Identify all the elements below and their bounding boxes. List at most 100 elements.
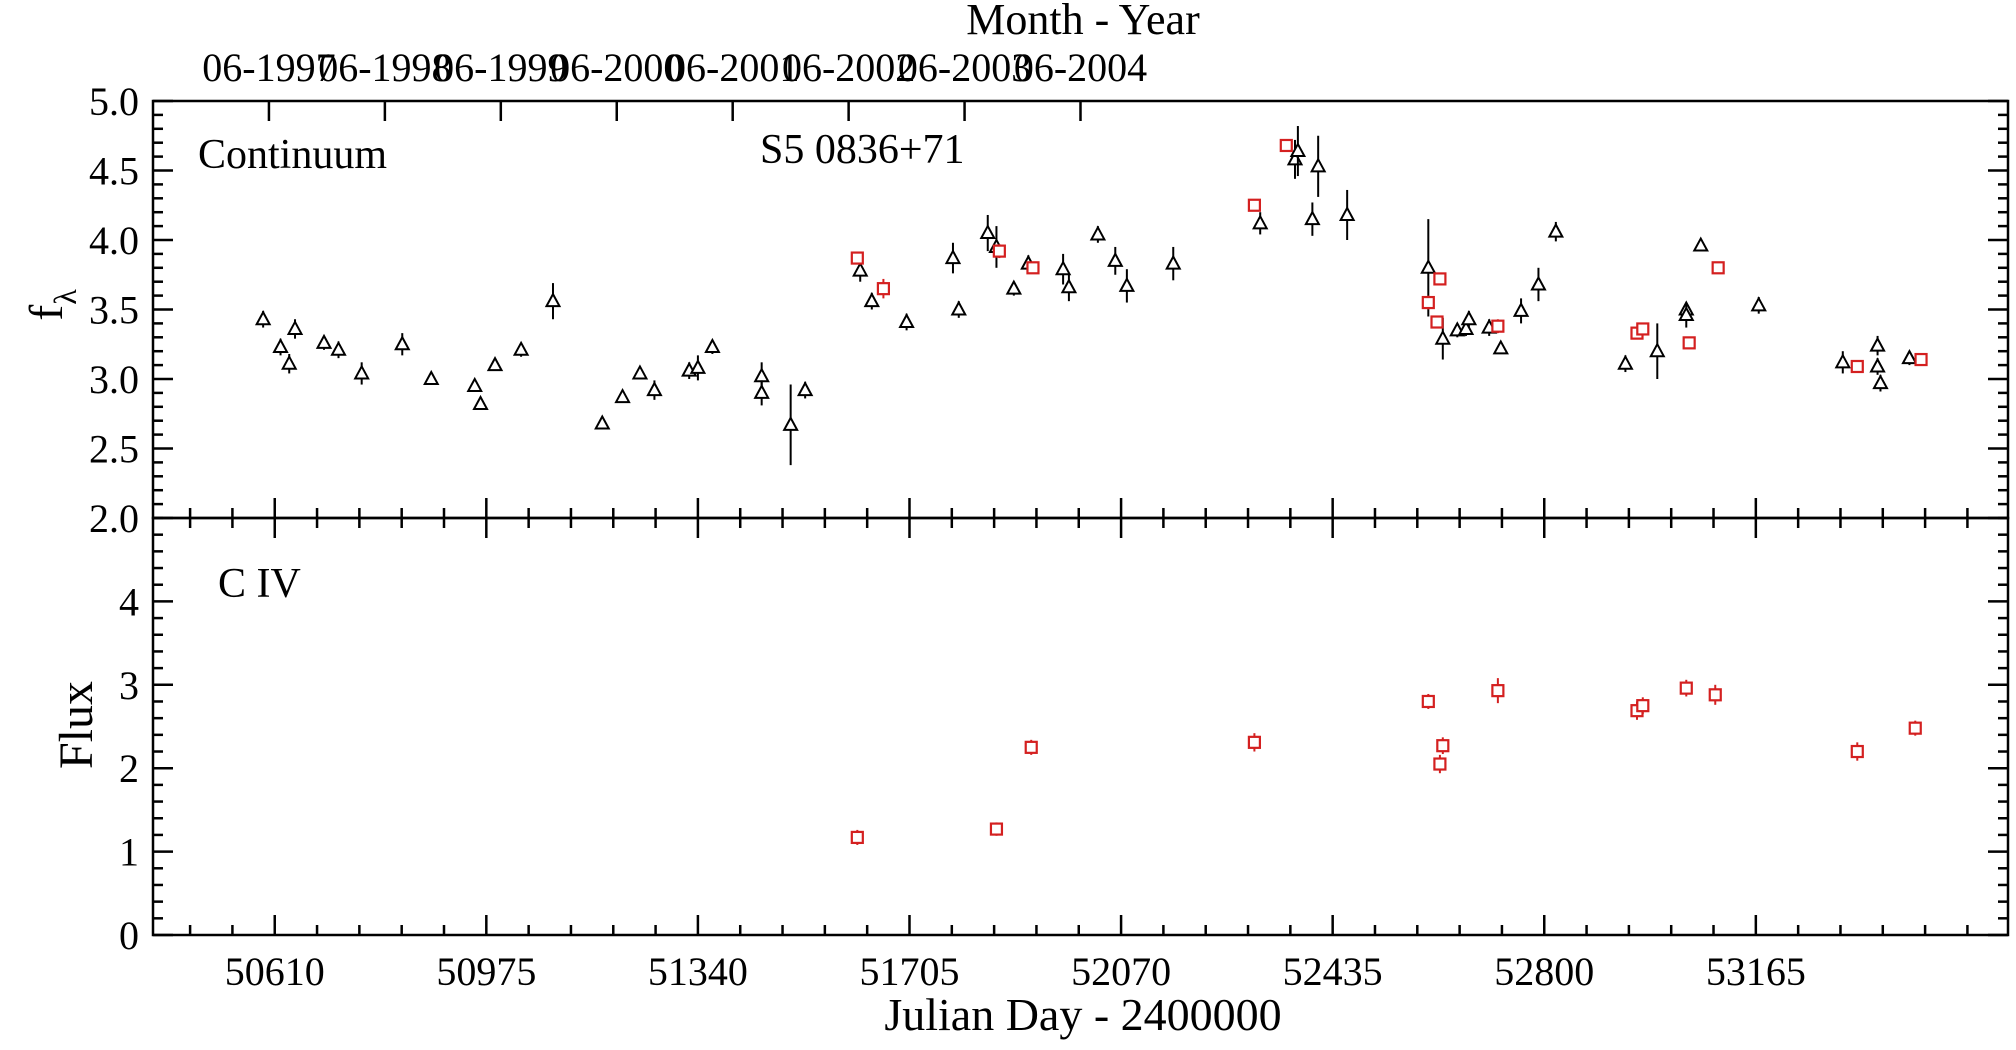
continuum-point-triangle	[472, 394, 489, 411]
spectral-point-square	[1908, 721, 1922, 735]
continuum-point-triangle	[315, 333, 333, 349]
continuum-point-triangle	[423, 369, 440, 385]
y-tick-label: 4.0	[89, 218, 139, 263]
top-axis-tick-label: 06-2000	[550, 45, 683, 90]
continuum-point-triangle	[1005, 279, 1023, 295]
continuum-point-triangle	[753, 367, 770, 383]
top-axis-tick-label: 06-2004	[1014, 45, 1147, 90]
spectral-point-square	[850, 830, 864, 845]
continuum-point-triangle	[631, 364, 649, 380]
spectral-point-square	[1247, 735, 1262, 749]
continuum-point-triangle	[286, 319, 304, 335]
continuum-point-triangle	[1457, 319, 1475, 335]
x-tick-label: 51705	[859, 949, 959, 994]
continuum-point-triangle	[944, 248, 962, 265]
y-tick-label: 3	[119, 663, 139, 708]
continuum-point-triangle	[1118, 276, 1136, 292]
continuum-point-triangle	[330, 340, 347, 356]
continuum-point-triangle	[1304, 210, 1321, 226]
y-axis-title-subscript: λ	[47, 289, 83, 305]
y-tick-label: 4	[119, 579, 139, 624]
spectral-point-square	[1421, 295, 1435, 310]
y-tick-label: 4.5	[89, 149, 139, 194]
continuum-point-triangle	[1309, 157, 1327, 173]
y-tick-label: 2.0	[89, 496, 139, 541]
spectral-point-square	[1433, 757, 1447, 771]
x-tick-label: 50975	[436, 949, 536, 994]
panel-frame-0	[151, 99, 2010, 520]
continuum-point-triangle	[394, 335, 411, 351]
continuum-point-triangle	[1460, 310, 1478, 326]
y-tick-label: 2.5	[89, 427, 139, 472]
spectral-point-square	[992, 244, 1006, 258]
y-axis-title-continuum: fλ	[20, 289, 83, 321]
tick-labels: 50610 50975 51340 51705 52070 52435 52800 53165…	[89, 45, 1806, 994]
spectral-point-square	[1679, 681, 1693, 695]
spectral-point-square	[1491, 319, 1505, 333]
continuum-point-triangle	[466, 376, 483, 392]
continuum-point-triangle	[1512, 301, 1530, 317]
spectral-point-square	[1024, 740, 1038, 754]
spectral-point-square	[1914, 352, 1928, 367]
continuum-point-triangle	[272, 337, 289, 354]
continuum-point-triangle	[979, 223, 996, 240]
continuum-point-triangle	[353, 364, 370, 380]
continuum-point-triangle	[1289, 141, 1307, 158]
continuum-point-triangle	[1617, 354, 1634, 370]
panel-label-continuum: Continuum	[198, 132, 387, 178]
spectral-point-square	[1682, 336, 1696, 350]
continuum-point-triangle	[704, 337, 721, 354]
x-tick-label: 52070	[1071, 949, 1171, 994]
continuum-point-triangle	[1434, 329, 1451, 345]
svg-text:fλ: fλ	[20, 289, 83, 321]
continuum-point-triangle	[646, 381, 663, 397]
spectral-point-square	[989, 822, 1004, 836]
spectral-point-square	[1850, 744, 1864, 759]
continuum-point-triangle	[1678, 305, 1695, 322]
x-tick-label: 50610	[225, 949, 325, 994]
spectral-point-square	[1433, 272, 1447, 286]
x-tick-label: 52800	[1494, 949, 1594, 994]
continuum-point-triangle	[796, 381, 814, 397]
continuum-point-triangle	[1165, 254, 1182, 270]
x-tick-label: 52435	[1283, 949, 1383, 994]
data-marks	[254, 126, 1928, 845]
y-axis-title-f: f	[20, 305, 73, 321]
y-tick-label: 1	[119, 830, 139, 875]
continuum-point-triangle	[1530, 275, 1547, 291]
x-tick-label: 51340	[648, 949, 748, 994]
top-axis-tick-label: 06-1998	[318, 45, 451, 90]
continuum-point-triangle	[898, 312, 915, 329]
continuum-point-triangle	[1834, 353, 1851, 369]
y-tick-label: 2	[119, 746, 139, 791]
top-axis-title: Month - Year	[966, 0, 1200, 44]
continuum-point-triangle	[1869, 336, 1886, 352]
continuum-point-triangle	[1252, 214, 1269, 230]
spectral-point-square	[850, 251, 864, 265]
continuum-point-triangle	[512, 340, 530, 356]
continuum-point-triangle	[1420, 258, 1437, 274]
continuum-point-triangle	[1901, 349, 1918, 365]
continuum-point-triangle	[689, 358, 707, 374]
x-tick-label: 53165	[1706, 949, 1806, 994]
spectral-point-square	[1491, 684, 1505, 698]
top-axis-tick-label: 06-1999	[434, 45, 567, 90]
panel-frame-1	[151, 516, 2010, 937]
axis-ticks	[153, 99, 2008, 937]
spectral-point-square	[1279, 138, 1293, 153]
top-axis-tick-label: 06-1997	[202, 45, 335, 90]
y-axis-title-flux: Flux	[50, 681, 103, 769]
top-axis-tick-label: 06-2003	[898, 45, 1031, 90]
continuum-point-triangle	[1107, 251, 1124, 267]
continuum-point-triangle	[1649, 342, 1666, 358]
continuum-point-triangle	[753, 383, 770, 399]
y-tick-label: 5.0	[89, 79, 139, 124]
continuum-point-triangle	[1872, 374, 1889, 390]
continuum-point-triangle	[594, 414, 611, 430]
spectral-point-square	[1636, 699, 1650, 713]
y-tick-label: 3.5	[89, 288, 139, 333]
continuum-point-triangle	[1060, 278, 1078, 294]
spectral-point-square	[1421, 694, 1435, 709]
continuum-point-triangle	[1750, 296, 1767, 312]
